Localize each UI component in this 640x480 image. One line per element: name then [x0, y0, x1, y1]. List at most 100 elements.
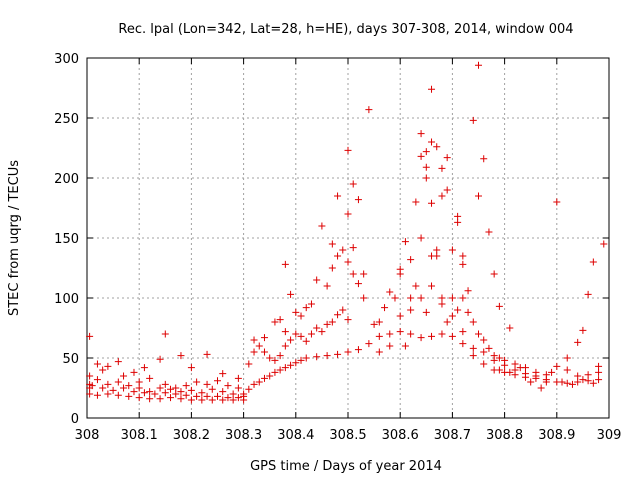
data-point — [438, 330, 446, 338]
data-point — [214, 392, 221, 400]
data-point — [448, 246, 456, 254]
data-point — [292, 359, 300, 367]
data-point — [323, 320, 331, 328]
data-point — [459, 294, 467, 302]
data-point — [511, 360, 519, 368]
data-point — [156, 384, 164, 392]
data-point — [391, 294, 399, 302]
data-point — [396, 270, 404, 278]
data-point — [375, 318, 383, 326]
data-point — [125, 392, 133, 400]
data-point — [495, 366, 503, 374]
data-point — [250, 348, 258, 356]
data-point — [177, 388, 185, 396]
data-point — [459, 340, 467, 348]
data-point — [224, 382, 232, 390]
axis-ticks: 308 308.1 308.2 308.3 308.4 308.5 308.6 308.7 30… — [54, 52, 621, 443]
data-point — [438, 294, 446, 302]
data-point — [234, 374, 242, 382]
data-point — [568, 380, 576, 388]
x-tick-label: 308.8 — [486, 428, 523, 443]
data-point — [354, 346, 362, 354]
data-point — [428, 252, 436, 260]
data-point — [443, 318, 451, 326]
data-point — [130, 368, 138, 376]
data-point — [161, 380, 169, 388]
data-point — [574, 378, 582, 386]
data-point — [140, 364, 148, 372]
data-point — [349, 270, 357, 278]
data-point — [255, 378, 263, 386]
data-point — [422, 148, 430, 156]
data-point — [292, 330, 300, 338]
data-point — [375, 348, 383, 356]
data-point — [281, 260, 289, 268]
data-point — [182, 391, 190, 399]
data-point — [595, 362, 603, 370]
data-point — [130, 388, 138, 396]
data-point — [422, 174, 430, 182]
data-point — [469, 352, 477, 360]
data-point — [219, 370, 227, 378]
data-point — [219, 388, 227, 396]
data-point — [401, 342, 409, 350]
data-point — [428, 85, 436, 93]
data-point — [459, 260, 467, 268]
data-point — [521, 370, 529, 378]
data-point — [187, 386, 195, 394]
data-point — [177, 395, 185, 403]
data-point — [595, 368, 603, 376]
data-point — [135, 384, 143, 392]
data-point — [271, 368, 279, 376]
data-point — [302, 304, 310, 312]
data-point — [600, 240, 608, 248]
data-point — [266, 354, 274, 362]
data-point — [511, 366, 519, 374]
data-point — [323, 282, 331, 290]
data-point — [229, 396, 237, 404]
data-point — [114, 391, 122, 399]
data-point — [563, 366, 571, 374]
data-point — [328, 264, 336, 272]
data-point — [490, 356, 498, 364]
data-point — [140, 389, 148, 397]
data-point — [595, 376, 603, 384]
y-tick-label: 150 — [54, 232, 79, 247]
data-point — [271, 318, 279, 326]
data-point — [339, 246, 347, 254]
data-point — [480, 360, 488, 368]
data-point — [203, 380, 211, 388]
data-point — [433, 143, 441, 151]
data-point — [495, 354, 503, 362]
data-point — [501, 361, 509, 369]
data-point — [448, 332, 456, 340]
data-point — [198, 396, 206, 404]
data-point — [344, 258, 352, 266]
data-point — [475, 61, 482, 69]
data-point — [469, 318, 477, 326]
data-point — [407, 294, 415, 302]
data-point — [475, 330, 482, 338]
data-point — [281, 342, 289, 350]
x-tick-label: 308.4 — [277, 428, 314, 443]
data-point — [203, 350, 211, 358]
data-point — [548, 368, 556, 376]
grid — [87, 58, 609, 418]
x-tick-label: 308.1 — [121, 428, 158, 443]
data-point — [156, 355, 164, 363]
data-point — [307, 300, 315, 308]
data-point — [443, 154, 451, 162]
data-point — [589, 258, 597, 266]
data-point — [381, 304, 389, 312]
data-point — [422, 163, 430, 171]
data-point — [240, 396, 248, 404]
data-point — [302, 337, 310, 345]
data-point — [412, 282, 420, 290]
x-tick-label: 308.3 — [225, 428, 262, 443]
data-point — [146, 395, 154, 403]
data-point — [297, 312, 305, 320]
data-point — [480, 348, 488, 356]
data-point — [146, 374, 154, 382]
data-point — [109, 386, 117, 394]
